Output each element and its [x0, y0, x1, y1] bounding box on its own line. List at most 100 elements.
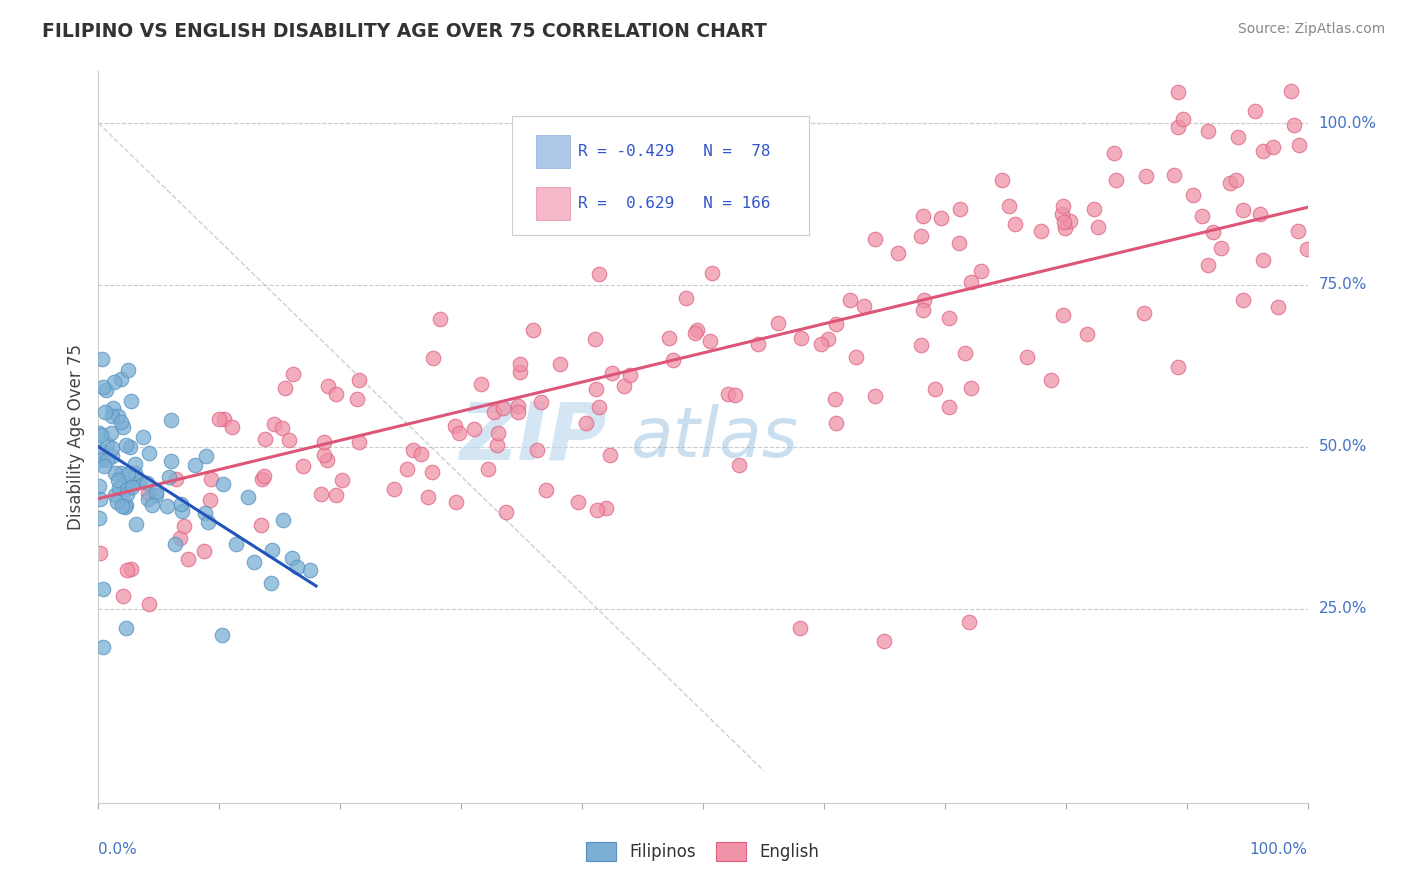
Text: atlas: atlas: [630, 403, 799, 471]
Point: [136, 475, 159, 490]
Point: [1167, 120, 1189, 135]
Point: [1017, 350, 1039, 364]
Point: [120, 394, 142, 409]
Point: [810, 337, 832, 351]
Point: [747, 336, 769, 351]
Point: [948, 236, 970, 251]
Point: [90, 452, 112, 467]
Point: [924, 382, 946, 396]
Point: [420, 465, 443, 479]
Point: [789, 621, 811, 635]
Point: [1197, 124, 1219, 138]
Point: [1104, 173, 1126, 187]
Point: [89, 492, 111, 507]
Point: [111, 499, 134, 513]
Point: [253, 469, 276, 483]
Point: [1167, 360, 1189, 375]
Point: [1295, 242, 1317, 256]
Point: [1052, 308, 1074, 322]
Point: [236, 490, 259, 504]
Text: FILIPINO VS ENGLISH DISABILITY AGE OVER 75 CORRELATION CHART: FILIPINO VS ENGLISH DISABILITY AGE OVER …: [42, 22, 768, 41]
Point: [325, 488, 347, 502]
Point: [1182, 188, 1205, 202]
Point: [347, 373, 370, 387]
Point: [931, 211, 953, 226]
Point: [1244, 103, 1267, 118]
Point: [887, 246, 910, 260]
Point: [1052, 207, 1074, 221]
Point: [509, 366, 531, 380]
Point: [108, 481, 131, 495]
Point: [93, 380, 115, 394]
Point: [193, 544, 215, 558]
Point: [132, 429, 155, 443]
Point: [250, 517, 273, 532]
Point: [1282, 119, 1305, 133]
Point: [184, 458, 207, 472]
Point: [138, 597, 160, 611]
Point: [1232, 203, 1254, 218]
Point: [260, 575, 283, 590]
Point: [418, 490, 440, 504]
Point: [316, 379, 339, 393]
Point: [957, 615, 980, 629]
Point: [93, 458, 115, 473]
Point: [309, 487, 332, 501]
Point: [169, 531, 191, 545]
Point: [1251, 144, 1274, 158]
Point: [89, 546, 111, 560]
Point: [262, 543, 284, 558]
Point: [1053, 215, 1076, 229]
Point: [346, 392, 368, 406]
Point: [120, 562, 142, 576]
Point: [243, 555, 266, 569]
Point: [101, 409, 124, 423]
Point: [526, 442, 548, 457]
Point: [1052, 199, 1074, 213]
Point: [991, 172, 1014, 186]
Point: [124, 517, 146, 532]
Point: [194, 506, 217, 520]
Point: [160, 454, 183, 468]
Point: [173, 519, 195, 533]
Point: [1286, 223, 1309, 237]
Point: [170, 504, 193, 518]
Point: [910, 229, 932, 244]
Point: [938, 401, 960, 415]
Point: [91, 640, 114, 655]
Point: [548, 357, 571, 371]
Point: [912, 293, 935, 307]
Point: [271, 421, 294, 435]
Point: [111, 590, 134, 604]
Point: [1209, 241, 1232, 255]
Point: [959, 275, 981, 289]
Point: [136, 492, 159, 507]
Text: 25.0%: 25.0%: [1319, 601, 1367, 616]
Point: [938, 311, 960, 326]
Point: [1059, 213, 1081, 227]
Point: [91, 451, 114, 466]
Point: [1004, 217, 1026, 231]
Point: [169, 497, 191, 511]
Point: [115, 487, 138, 501]
Point: [163, 537, 186, 551]
Point: [492, 401, 515, 416]
Point: [1232, 293, 1254, 307]
Point: [96, 436, 118, 450]
Point: [157, 469, 180, 483]
Point: [250, 472, 273, 486]
Point: [495, 506, 517, 520]
Point: [87, 479, 110, 493]
Point: [211, 627, 233, 641]
Point: [104, 488, 127, 502]
Point: [165, 472, 187, 486]
Point: [825, 317, 848, 331]
Point: [873, 634, 896, 648]
Point: [588, 267, 610, 281]
Point: [138, 446, 160, 460]
Point: [1171, 112, 1194, 127]
Point: [121, 480, 143, 494]
Point: [1163, 169, 1185, 183]
Point: [446, 495, 468, 509]
Point: [675, 291, 697, 305]
